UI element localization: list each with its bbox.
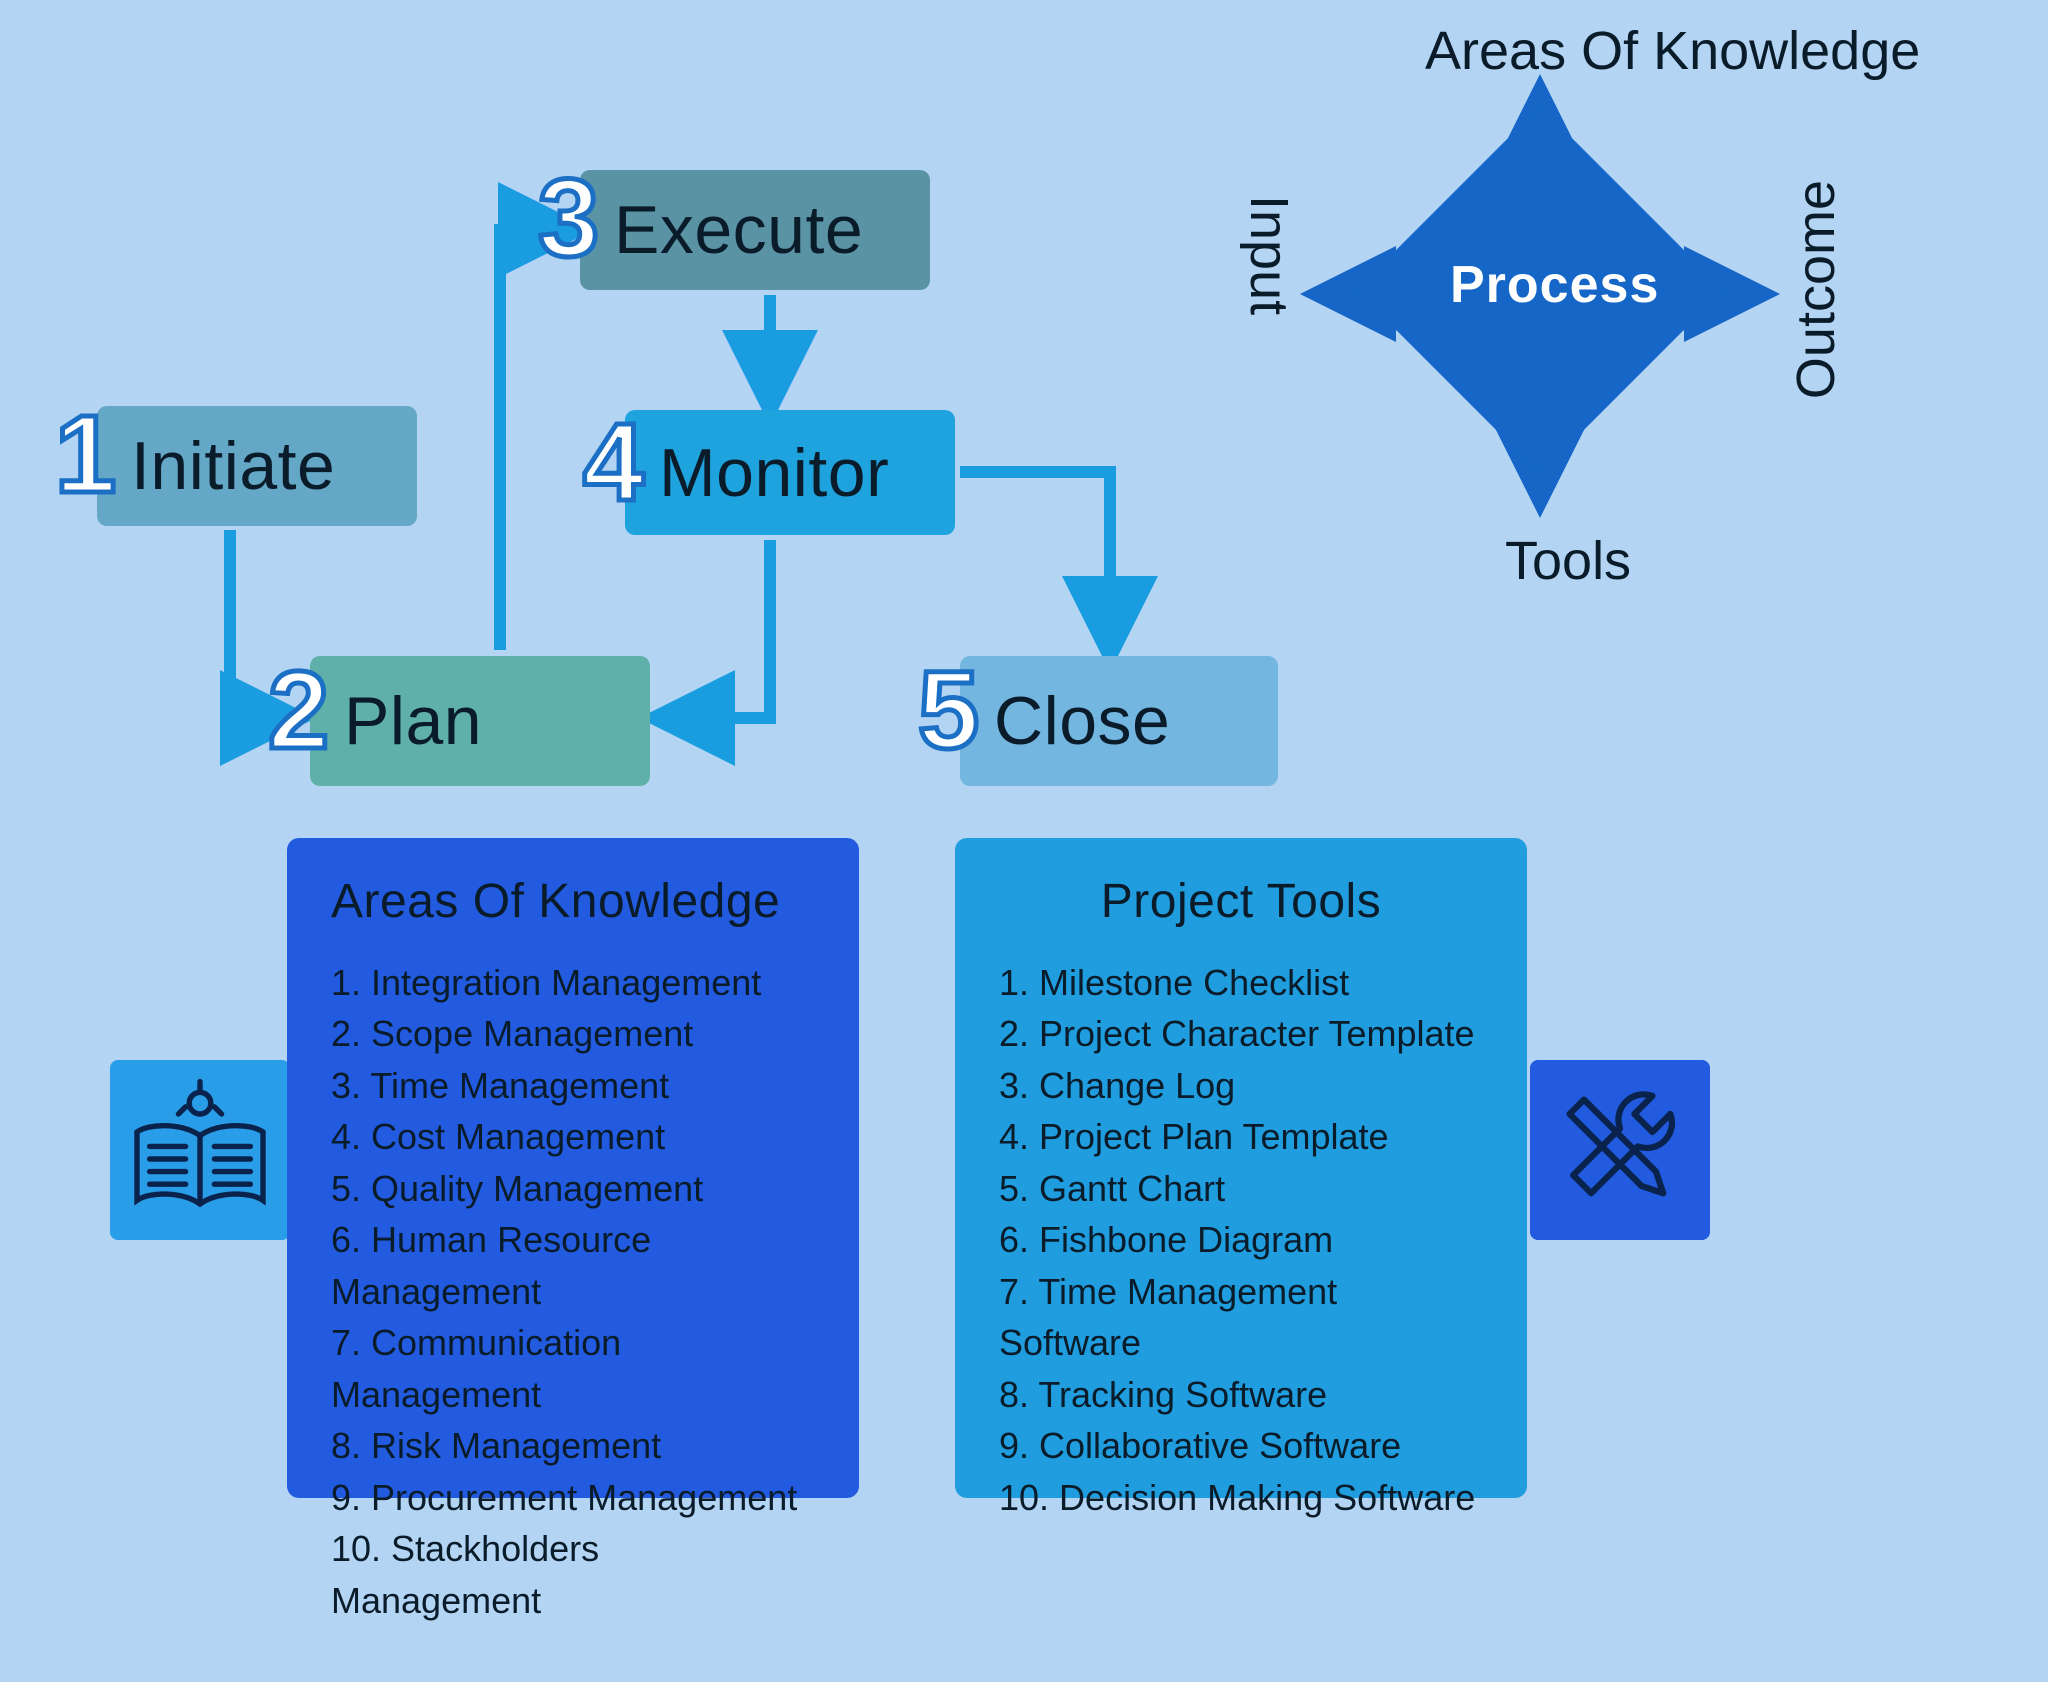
list-item: 8. Risk Management [331, 1420, 815, 1471]
step-label: Initiate [131, 427, 335, 505]
step-monitor: 4 Monitor [625, 410, 955, 535]
list-item: 6. Human Resource Management [331, 1214, 815, 1317]
diamond-label-top: Areas Of Knowledge [1425, 20, 1985, 82]
list-item: 8. Tracking Software [999, 1369, 1483, 1420]
list-item: 9. Collaborative Software [999, 1420, 1483, 1471]
diagram-canvas: 1 Initiate 2 Plan 3 Execute 4 Monitor 5 … [0, 0, 2048, 1682]
list-item: 2. Project Character Template [999, 1008, 1483, 1059]
diamond-label-left: Input [1238, 195, 1300, 315]
step-number: 1 [55, 400, 116, 510]
areas-of-knowledge-card: Areas Of Knowledge 1. Integration Manage… [287, 838, 859, 1498]
list-item: 7. Communication Management [331, 1317, 815, 1420]
tools-list: 1. Milestone Checklist2. Project Charact… [999, 957, 1483, 1523]
book-icon [110, 1060, 290, 1240]
step-label: Monitor [659, 434, 889, 512]
step-initiate: 1 Initiate [97, 406, 417, 526]
diamond-center-label: Process [1450, 255, 1659, 315]
list-item: 6. Fishbone Diagram [999, 1214, 1483, 1265]
step-number: 4 [583, 408, 644, 518]
list-item: 5. Quality Management [331, 1163, 815, 1214]
list-item: 2. Scope Management [331, 1008, 815, 1059]
wrench-screwdriver-icon [1530, 1060, 1710, 1240]
list-item: 1. Integration Management [331, 957, 815, 1008]
step-label: Plan [344, 682, 482, 760]
list-item: 4. Project Plan Template [999, 1111, 1483, 1162]
list-item: 4. Cost Management [331, 1111, 815, 1162]
list-item: 3. Change Log [999, 1060, 1483, 1111]
list-item: 1. Milestone Checklist [999, 957, 1483, 1008]
process-diamond: Process [1300, 60, 1780, 540]
knowledge-list: 1. Integration Management2. Scope Manage… [331, 957, 815, 1626]
tools-icon-tile [1530, 1060, 1710, 1240]
diamond-label-right: Outcome [1785, 180, 1847, 399]
step-plan: 2 Plan [310, 656, 650, 786]
step-number: 5 [918, 656, 979, 766]
list-item: 3. Time Management [331, 1060, 815, 1111]
step-label: Execute [614, 191, 863, 269]
list-item: 10. Stackholders Management [331, 1523, 815, 1626]
list-item: 9. Procurement Management [331, 1472, 815, 1523]
knowledge-icon-tile [110, 1060, 290, 1240]
card-title: Project Tools [999, 874, 1483, 929]
diamond-label-bottom: Tools [1505, 530, 1631, 592]
list-item: 10. Decision Making Software [999, 1472, 1483, 1523]
step-close: 5 Close [960, 656, 1278, 786]
list-item: 5. Gantt Chart [999, 1163, 1483, 1214]
step-label: Close [994, 682, 1170, 760]
list-item: 7. Time Management Software [999, 1266, 1483, 1369]
project-tools-card: Project Tools 1. Milestone Checklist2. P… [955, 838, 1527, 1498]
step-number: 3 [538, 164, 599, 274]
card-title: Areas Of Knowledge [331, 874, 815, 929]
step-number: 2 [268, 656, 329, 766]
step-execute: 3 Execute [580, 170, 930, 290]
